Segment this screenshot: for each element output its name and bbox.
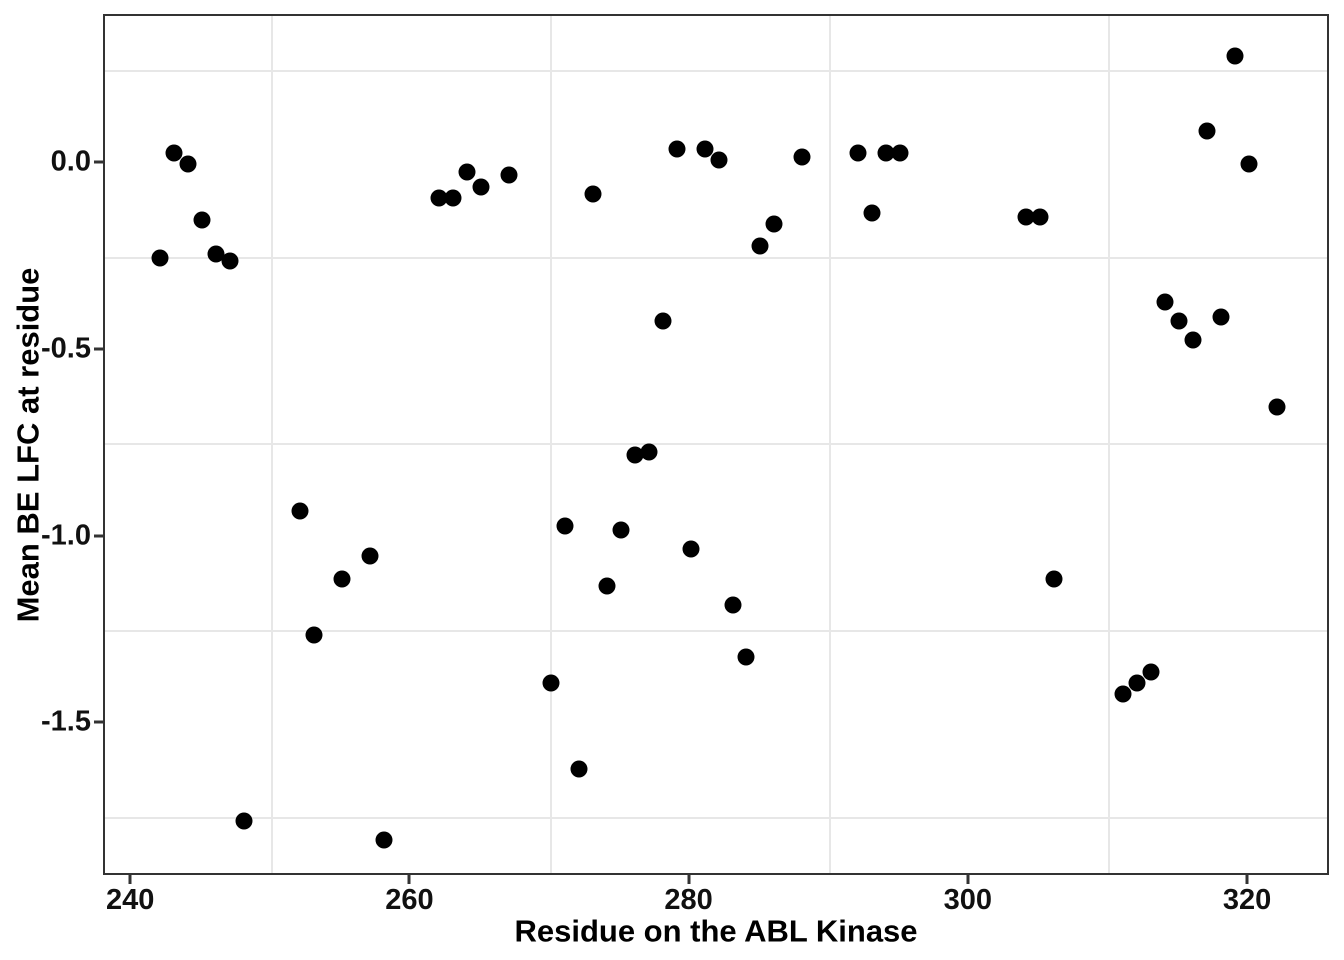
y-axis-tick bbox=[94, 347, 103, 351]
data-point bbox=[333, 570, 351, 588]
plot-area bbox=[103, 14, 1329, 875]
data-point bbox=[1156, 293, 1174, 311]
data-point bbox=[235, 812, 253, 830]
data-point bbox=[1128, 674, 1146, 692]
data-point bbox=[849, 144, 867, 162]
data-point bbox=[584, 185, 602, 203]
data-point bbox=[1226, 47, 1244, 65]
data-point bbox=[696, 140, 714, 158]
minor-gridline-y bbox=[105, 629, 1327, 632]
data-point bbox=[291, 502, 309, 520]
data-point bbox=[793, 148, 811, 166]
data-point bbox=[556, 517, 574, 535]
data-point bbox=[1240, 155, 1258, 173]
data-point bbox=[305, 626, 323, 644]
y-tick-label: -0.5 bbox=[41, 332, 91, 365]
data-point bbox=[1031, 208, 1049, 225]
data-point bbox=[612, 521, 630, 539]
data-point bbox=[1198, 122, 1216, 140]
data-point bbox=[165, 144, 183, 162]
x-tick-label: 240 bbox=[106, 884, 155, 916]
x-axis-title: Residue on the ABL Kinase bbox=[514, 913, 918, 949]
data-point bbox=[598, 577, 616, 595]
data-point bbox=[626, 446, 644, 464]
data-point bbox=[1045, 570, 1063, 588]
data-point bbox=[1017, 208, 1035, 225]
minor-gridline-y bbox=[105, 816, 1327, 819]
data-point bbox=[1170, 312, 1188, 330]
data-point bbox=[863, 204, 881, 222]
data-point bbox=[444, 189, 462, 207]
data-point bbox=[375, 831, 392, 849]
data-point bbox=[361, 547, 379, 565]
data-point bbox=[737, 648, 755, 666]
x-axis-tick bbox=[1245, 875, 1249, 884]
data-point bbox=[458, 163, 476, 181]
x-axis-tick bbox=[687, 875, 691, 884]
x-tick-label: 280 bbox=[664, 884, 713, 916]
x-tick-label: 300 bbox=[943, 884, 993, 916]
y-axis-tick bbox=[94, 160, 103, 164]
data-point bbox=[1114, 685, 1132, 703]
x-axis-tick bbox=[407, 875, 411, 884]
data-point bbox=[682, 540, 700, 558]
x-tick-label: 320 bbox=[1222, 884, 1272, 916]
data-point bbox=[765, 215, 783, 233]
minor-gridline-y bbox=[105, 443, 1327, 446]
data-point bbox=[570, 760, 588, 778]
data-point bbox=[542, 674, 560, 692]
data-point bbox=[668, 140, 686, 158]
data-point bbox=[1142, 663, 1160, 681]
data-point bbox=[207, 245, 225, 263]
minor-gridline-y bbox=[105, 256, 1327, 259]
x-axis-tick bbox=[128, 875, 132, 884]
data-point bbox=[151, 249, 169, 267]
data-point bbox=[430, 189, 448, 207]
y-axis-tick bbox=[94, 720, 103, 724]
data-point bbox=[472, 178, 490, 196]
data-point bbox=[891, 144, 909, 162]
data-point bbox=[1212, 308, 1230, 326]
data-point bbox=[877, 144, 895, 162]
data-point bbox=[654, 312, 672, 330]
y-tick-label: 0.0 bbox=[50, 145, 91, 178]
data-point bbox=[179, 155, 197, 173]
minor-gridline-y bbox=[105, 69, 1327, 72]
data-point bbox=[640, 443, 658, 461]
y-axis-title: Mean BE LFC at residue bbox=[10, 267, 46, 623]
data-point bbox=[221, 252, 239, 270]
data-point bbox=[1184, 331, 1202, 349]
data-point bbox=[500, 166, 518, 184]
data-point bbox=[724, 596, 742, 614]
y-axis-tick bbox=[94, 534, 103, 538]
x-tick-label: 260 bbox=[385, 884, 434, 916]
data-point bbox=[751, 237, 769, 255]
y-tick-label: -1.5 bbox=[41, 705, 91, 738]
data-point bbox=[193, 211, 211, 229]
y-tick-label: -1.0 bbox=[41, 519, 91, 552]
data-point bbox=[710, 151, 728, 169]
data-point bbox=[1268, 398, 1286, 416]
x-axis-tick bbox=[966, 875, 970, 884]
